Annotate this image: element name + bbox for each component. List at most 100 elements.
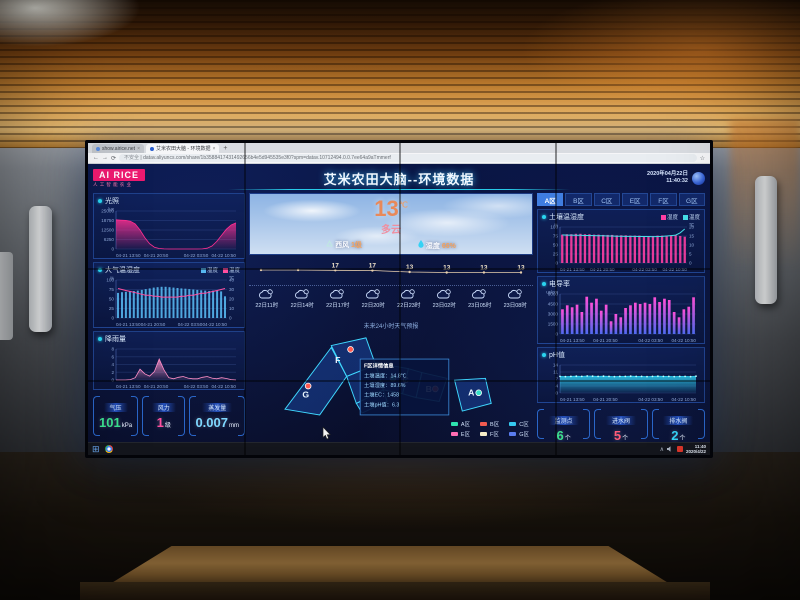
chrome-taskbar-icon[interactable]: [104, 445, 113, 453]
svg-text:F区详情信息: F区详情信息: [364, 362, 394, 370]
legend-swatch: [450, 422, 458, 426]
back-icon[interactable]: ←: [93, 155, 99, 161]
svg-text:04-22 03:50: 04-22 03:50: [184, 384, 209, 389]
panel-title: 电导率: [549, 281, 570, 288]
legend-swatch: [480, 422, 488, 426]
url-field[interactable]: 不安全 | datav.aliyuncs.com/share/1b3588417…: [119, 154, 697, 162]
dashboard-body: 光照 25000 18750 12500 6250 0 lux 04-21 13:50 04-…: [93, 190, 706, 443]
page-title: 艾米农田大脑--环境数据: [323, 171, 475, 187]
reload-icon[interactable]: ⟳: [111, 155, 117, 162]
stat-label: 排水阀: [663, 416, 694, 425]
forecast-time-label: 22日20时: [361, 303, 385, 309]
map-legend-item: B区: [480, 420, 499, 428]
legend-swatch: [450, 432, 458, 436]
forecast-item: 23日08时: [498, 288, 534, 320]
panel-dot-icon: [542, 282, 546, 286]
panel-dot-icon: [98, 268, 102, 272]
legend-label: E区: [460, 432, 471, 438]
panel-dot-icon: [542, 353, 546, 357]
legend-entry: 湿度: [660, 213, 678, 221]
wind-info: 西风 1级: [326, 239, 362, 251]
system-tray: ∧ 11:40 2020/4/22: [660, 444, 706, 455]
wall-speaker-right: [755, 176, 777, 304]
svg-text:04-21 13:50: 04-21 13:50: [560, 338, 585, 343]
svg-text:0: 0: [111, 378, 114, 383]
browser-tab-strip: show.airice.net × 艾米农田大脑 - 环境数据 × +: [88, 143, 710, 153]
weather-condition: 多云: [381, 225, 401, 236]
svg-text:25000: 25000: [101, 209, 114, 214]
svg-text:04-21 13:50: 04-21 13:50: [116, 253, 141, 258]
stat-value: 2个: [671, 428, 686, 443]
tray-chevron-icon[interactable]: ∧: [659, 446, 664, 453]
zone-tab[interactable]: E区: [621, 193, 649, 206]
zone-tab[interactable]: G区: [678, 193, 705, 206]
map-legend-item: F区: [480, 430, 499, 438]
wood-platform: [110, 546, 670, 584]
bookmark-star-icon[interactable]: ☆: [699, 155, 705, 162]
svg-text:℃: ℃: [689, 223, 694, 228]
svg-text:04-21 20:50: 04-21 20:50: [144, 384, 169, 389]
svg-text:us/cm: us/cm: [546, 290, 558, 295]
rainfall-chart: 8 6 4 2 0 04-21 13:50 04-21 20:50 04-22 03:50 04…: [96, 345, 242, 390]
legend-entry: 湿度: [200, 266, 218, 274]
forecast-item: 22日20时: [356, 288, 392, 320]
light-panel: 光照 25000 18750 12500 6250 0 lux 04-21 13:50 04-…: [93, 193, 245, 259]
taskbar-clock[interactable]: 11:40 2020/4/22: [685, 443, 706, 454]
zone-tab[interactable]: C区: [593, 193, 620, 206]
svg-text:20: 20: [689, 225, 695, 230]
screen-content: show.airice.net × 艾米农田大脑 - 环境数据 × + ← → …: [88, 143, 710, 455]
svg-text:17: 17: [332, 262, 340, 269]
svg-text:04-21 13:50: 04-21 13:50: [116, 322, 141, 327]
svg-text:6000: 6000: [548, 292, 559, 297]
svg-text:13: 13: [406, 264, 414, 271]
svg-text:2: 2: [111, 370, 114, 375]
current-temperature: 13℃: [374, 196, 408, 221]
map-legend-item: E区: [450, 430, 471, 438]
tab-title: 艾米农田大脑 - 环境数据: [156, 146, 211, 152]
tray-app-icon[interactable]: [676, 446, 683, 452]
new-tab-button[interactable]: +: [223, 145, 228, 152]
svg-text:G: G: [302, 390, 309, 400]
svg-text:04-21 20:50: 04-21 20:50: [141, 322, 166, 327]
forward-icon[interactable]: →: [102, 155, 108, 161]
svg-text:04-22 10:50: 04-22 10:50: [211, 253, 236, 258]
forecast-time-label: 22日11时: [255, 303, 279, 309]
map-legend: A区 B区 C区: [450, 420, 529, 438]
svg-text:04-21 13:50: 04-21 13:50: [560, 267, 585, 272]
svg-text:50: 50: [109, 297, 115, 302]
zone-tab[interactable]: B区: [565, 193, 592, 206]
stat-unit: 个: [564, 436, 571, 442]
field-map-canvas[interactable]: GFCBAF区详情信息土壤温度：14.8℃土壤湿度：89.6%土壤EC：1458…: [249, 334, 533, 440]
svg-text:75: 75: [553, 234, 559, 239]
svg-text:40: 40: [229, 278, 235, 283]
svg-text:8: 8: [111, 347, 114, 352]
svg-text:0: 0: [555, 391, 558, 396]
svg-text:25: 25: [553, 252, 559, 257]
conductivity-chart: 6000 4500 3000 1500 0 us/cm 04-21 13:50 04-21 2…: [540, 290, 702, 344]
soil-chart: 100 75 50 25 0 20 15 10 5 0% ℃ 04-21 13:50 04-21 20:…: [540, 223, 702, 273]
zone-tab[interactable]: F区: [650, 193, 677, 206]
browser-tab-2[interactable]: 艾米农田大脑 - 环境数据 ×: [146, 144, 220, 153]
svg-text:%: %: [110, 276, 114, 281]
volume-icon[interactable]: [666, 446, 674, 452]
forecast-time-label: 22日23时: [397, 303, 421, 309]
legend-label: G区: [519, 432, 529, 438]
left-stats-row: 气压 101kPa 风力 1级 蒸发量: [93, 393, 245, 439]
svg-text:0: 0: [555, 261, 558, 266]
conductivity-panel: 电导率 6000 4500 3000 1500 0 us/cm 04-21 13:50 04-…: [537, 276, 705, 344]
svg-text:14: 14: [553, 363, 559, 368]
center-column: 13℃ 多云 西风 1级 湿度 66% 17 17 13 13 13 13: [249, 193, 533, 440]
legend-label: B区: [490, 422, 500, 428]
stat-unit: 个: [622, 436, 629, 442]
tab-close-icon[interactable]: ×: [137, 145, 140, 152]
forecast-row: 22日11时 22日14时: [249, 288, 533, 320]
ph-panel: pH值 14 11 7 4 0 04-21 13:50 04-21 20:50 04-22 0…: [537, 347, 705, 403]
datetime-text: 2020年04月22日 11:40:32: [647, 171, 688, 185]
tab-close-icon[interactable]: ×: [212, 145, 216, 152]
zone-tab[interactable]: A区: [537, 193, 564, 206]
browser-tab-1[interactable]: show.airice.net ×: [92, 144, 144, 153]
start-button-icon[interactable]: ⊞: [92, 443, 100, 454]
svg-text:04-22 10:50: 04-22 10:50: [662, 267, 687, 272]
svg-text:4: 4: [555, 384, 558, 389]
svg-text:5: 5: [689, 252, 692, 257]
